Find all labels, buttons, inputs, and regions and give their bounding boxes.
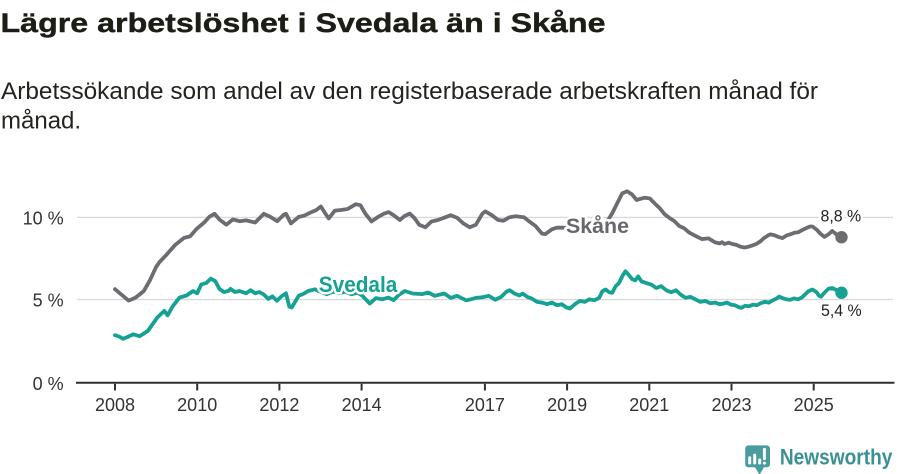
svg-text:2023: 2023 [711, 395, 751, 415]
svg-text:2021: 2021 [629, 395, 669, 415]
svg-text:2010: 2010 [177, 395, 217, 415]
svg-text:månad.: månad. [1, 108, 81, 135]
svg-text:2017: 2017 [465, 395, 505, 415]
svg-text:2019: 2019 [547, 395, 587, 415]
svg-text:8,8 %: 8,8 % [821, 206, 862, 225]
svg-text:0 %: 0 % [33, 374, 64, 394]
svg-text:2008: 2008 [95, 395, 135, 415]
svg-text:5 %: 5 % [33, 291, 64, 311]
svg-text:2025: 2025 [794, 395, 834, 415]
svg-text:2014: 2014 [342, 395, 382, 415]
svg-text:Skåne: Skåne [566, 215, 629, 238]
svg-text:10 %: 10 % [23, 208, 64, 228]
svg-text:Arbetssökande som andel av den: Arbetssökande som andel av den registerb… [1, 78, 818, 105]
svg-text:5,4 %: 5,4 % [821, 301, 862, 320]
svg-text:Lägre arbetslöshet i Svedala ä: Lägre arbetslöshet i Svedala än i Skåne [1, 8, 606, 38]
svg-text:Newsworthy: Newsworthy [780, 444, 893, 469]
svg-text:Svedala: Svedala [319, 272, 398, 297]
svg-text:2012: 2012 [259, 395, 299, 415]
